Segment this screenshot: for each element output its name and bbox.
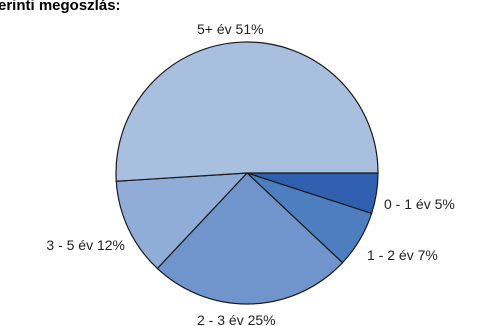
chart-title: erinti megoszlás: — [0, 0, 121, 14]
slice-label: 3 - 5 év 12% — [46, 237, 125, 253]
pie-slice — [115, 41, 379, 182]
slice-label: 0 - 1 év 5% — [384, 196, 455, 212]
pie-slice — [156, 172, 344, 305]
pie-slice — [115, 172, 249, 270]
slice-label: 2 - 3 év 25% — [197, 312, 276, 326]
pie-slices — [115, 41, 379, 305]
slice-label: 1 - 2 év 7% — [367, 247, 438, 263]
slice-label: 5+ év 51% — [197, 21, 264, 37]
pie-labels: 0 - 1 év 5% 1 - 2 év 7% 2 - 3 év 25% 3 - 5 … — [46, 21, 454, 326]
